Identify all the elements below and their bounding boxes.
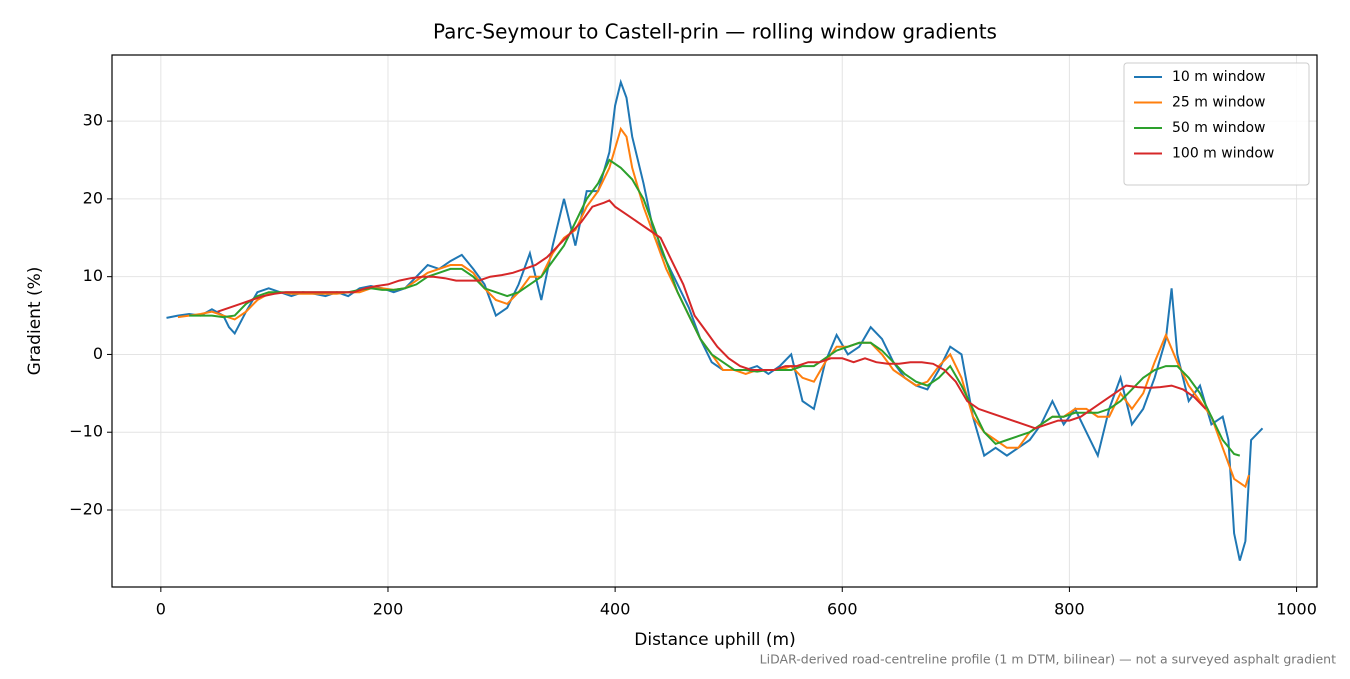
- chart-title: Parc-Seymour to Castell-prin — rolling w…: [433, 20, 997, 44]
- legend-label: 50 m window: [1172, 120, 1265, 136]
- legend-label: 10 m window: [1172, 69, 1265, 85]
- series-line: [177, 126, 1250, 489]
- y-tick-label: 10: [83, 266, 103, 285]
- y-tick-label: −10: [69, 422, 103, 441]
- series-line: [217, 199, 1207, 430]
- x-tick-label: 400: [600, 600, 631, 619]
- x-tick-label: 1000: [1276, 600, 1317, 619]
- legend-label: 25 m window: [1172, 95, 1265, 111]
- footnote: LiDAR-derived road-centreline profile (1…: [760, 652, 1336, 667]
- y-tick-label: 0: [93, 344, 103, 363]
- x-tick-label: 600: [827, 600, 858, 619]
- y-tick-label: −20: [69, 500, 103, 519]
- plot-frame: [111, 54, 1318, 588]
- legend-box: [1123, 62, 1310, 186]
- x-axis-label: Distance uphill (m): [634, 630, 795, 650]
- y-tick-label: 30: [83, 111, 103, 130]
- x-tick-label: 200: [373, 600, 404, 619]
- y-axis-label: Gradient (%): [25, 267, 45, 376]
- series-line: [166, 78, 1264, 561]
- series-line: [189, 158, 1241, 457]
- legend-label: 100 m window: [1172, 146, 1274, 162]
- x-tick-label: 800: [1054, 600, 1085, 619]
- x-tick-label: 0: [156, 600, 166, 619]
- y-tick-label: 20: [83, 188, 103, 207]
